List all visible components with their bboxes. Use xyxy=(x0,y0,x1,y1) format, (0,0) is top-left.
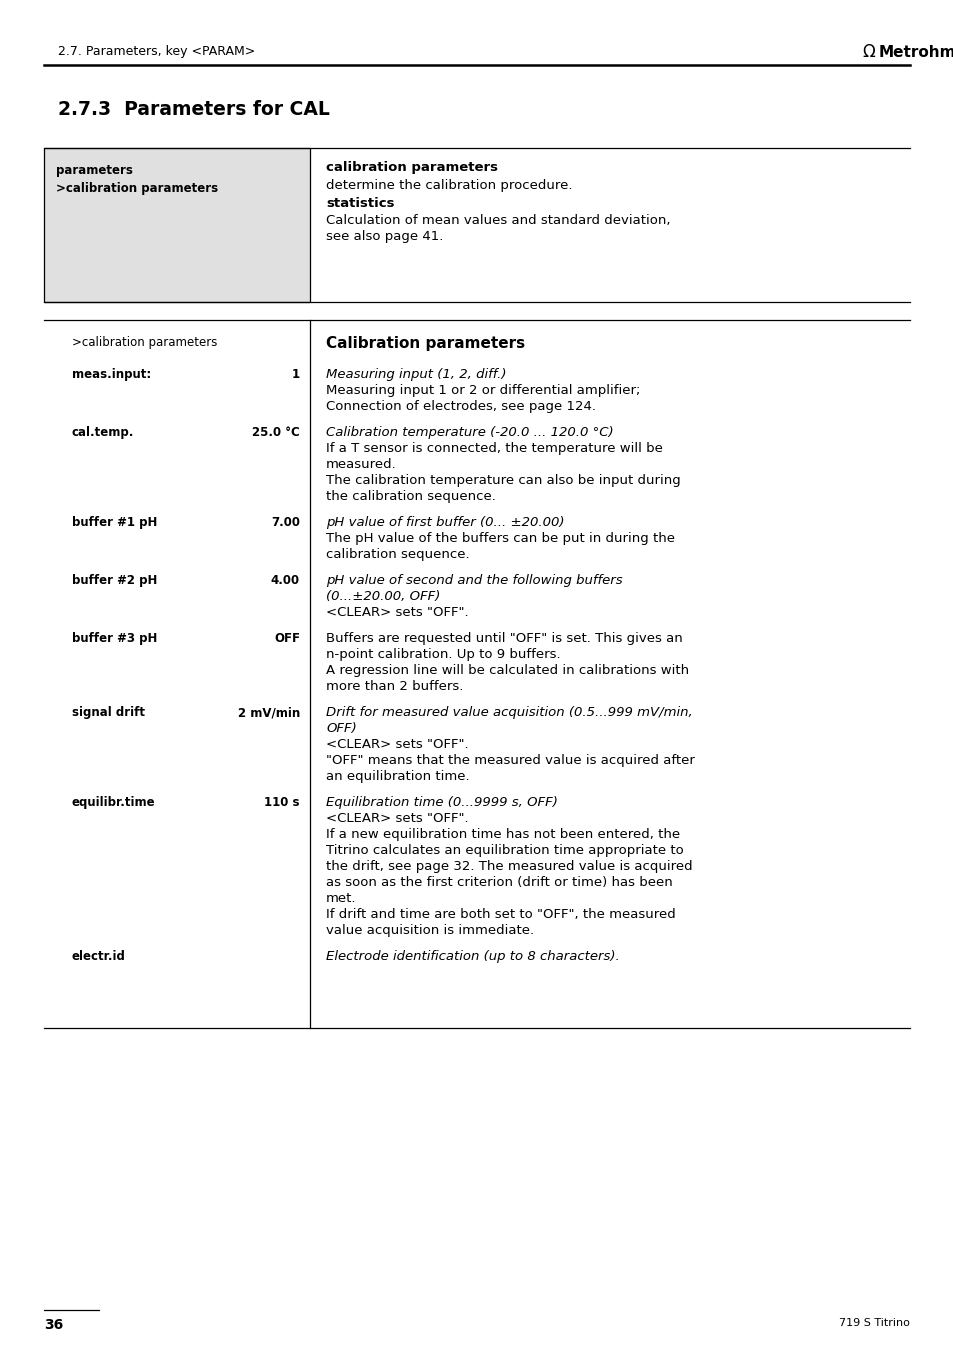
Text: "OFF" means that the measured value is acquired after: "OFF" means that the measured value is a… xyxy=(326,754,694,767)
Text: an equilibration time.: an equilibration time. xyxy=(326,770,469,784)
Text: 36: 36 xyxy=(44,1319,63,1332)
Text: If drift and time are both set to "OFF", the measured: If drift and time are both set to "OFF",… xyxy=(326,908,675,921)
Text: value acquisition is immediate.: value acquisition is immediate. xyxy=(326,924,534,938)
Text: 110 s: 110 s xyxy=(264,796,299,809)
Text: as soon as the first criterion (drift or time) has been: as soon as the first criterion (drift or… xyxy=(326,875,672,889)
Text: Drift for measured value acquisition (0.5...999 mV/min,: Drift for measured value acquisition (0.… xyxy=(326,707,692,719)
Text: >calibration parameters: >calibration parameters xyxy=(71,336,217,349)
Text: Calculation of mean values and standard deviation,: Calculation of mean values and standard … xyxy=(326,213,670,227)
Text: Equilibration time (0...9999 s, OFF): Equilibration time (0...9999 s, OFF) xyxy=(326,796,558,809)
Text: more than 2 buffers.: more than 2 buffers. xyxy=(326,680,463,693)
Text: cal.temp.: cal.temp. xyxy=(71,426,134,439)
Text: 25.0 °C: 25.0 °C xyxy=(252,426,299,439)
Text: buffer #1 pH: buffer #1 pH xyxy=(71,516,157,530)
Text: Ω: Ω xyxy=(862,43,874,61)
Text: parameters: parameters xyxy=(56,163,132,177)
Text: measured.: measured. xyxy=(326,458,396,471)
Text: Measuring input 1 or 2 or differential amplifier;: Measuring input 1 or 2 or differential a… xyxy=(326,384,639,397)
Bar xyxy=(44,149,310,303)
Text: n-point calibration. Up to 9 buffers.: n-point calibration. Up to 9 buffers. xyxy=(326,648,560,661)
Text: Electrode identification (up to 8 characters).: Electrode identification (up to 8 charac… xyxy=(326,950,619,963)
Text: Measuring input (1, 2, diff.): Measuring input (1, 2, diff.) xyxy=(326,367,506,381)
Text: equilibr.time: equilibr.time xyxy=(71,796,155,809)
Text: 4.00: 4.00 xyxy=(271,574,299,586)
Text: <CLEAR> sets "OFF".: <CLEAR> sets "OFF". xyxy=(326,812,468,825)
Text: If a T sensor is connected, the temperature will be: If a T sensor is connected, the temperat… xyxy=(326,442,662,455)
Text: see also page 41.: see also page 41. xyxy=(326,230,443,243)
Text: meas.input:: meas.input: xyxy=(71,367,152,381)
Text: The pH value of the buffers can be put in during the: The pH value of the buffers can be put i… xyxy=(326,532,675,544)
Text: buffer #3 pH: buffer #3 pH xyxy=(71,632,157,644)
Text: Connection of electrodes, see page 124.: Connection of electrodes, see page 124. xyxy=(326,400,596,413)
Text: electr.id: electr.id xyxy=(71,950,126,963)
Text: calibration sequence.: calibration sequence. xyxy=(326,549,469,561)
Text: <CLEAR> sets "OFF".: <CLEAR> sets "OFF". xyxy=(326,738,468,751)
Text: >calibration parameters: >calibration parameters xyxy=(56,182,218,195)
Text: OFF): OFF) xyxy=(326,721,356,735)
Text: :: : xyxy=(380,197,385,209)
Text: the calibration sequence.: the calibration sequence. xyxy=(326,490,496,503)
Text: The calibration temperature can also be input during: The calibration temperature can also be … xyxy=(326,474,680,486)
Text: <CLEAR> sets "OFF".: <CLEAR> sets "OFF". xyxy=(326,607,468,619)
Text: Buffers are requested until "OFF" is set. This gives an: Buffers are requested until "OFF" is set… xyxy=(326,632,682,644)
Text: statistics: statistics xyxy=(326,197,395,209)
Text: OFF: OFF xyxy=(274,632,299,644)
Text: determine the calibration procedure.: determine the calibration procedure. xyxy=(326,178,572,192)
Text: If a new equilibration time has not been entered, the: If a new equilibration time has not been… xyxy=(326,828,679,842)
Text: buffer #2 pH: buffer #2 pH xyxy=(71,574,157,586)
Text: 2 mV/min: 2 mV/min xyxy=(237,707,299,719)
Text: signal drift: signal drift xyxy=(71,707,145,719)
Text: pH value of second and the following buffers: pH value of second and the following buf… xyxy=(326,574,622,586)
Text: 7.00: 7.00 xyxy=(271,516,299,530)
Text: met.: met. xyxy=(326,892,356,905)
Text: A regression line will be calculated in calibrations with: A regression line will be calculated in … xyxy=(326,663,688,677)
Text: Calibration parameters: Calibration parameters xyxy=(326,336,524,351)
Text: (0...±20.00, OFF): (0...±20.00, OFF) xyxy=(326,590,440,603)
Text: Titrino calculates an equilibration time appropriate to: Titrino calculates an equilibration time… xyxy=(326,844,683,857)
Text: Metrohm: Metrohm xyxy=(878,45,953,59)
Text: pH value of first buffer (0... ±20.00): pH value of first buffer (0... ±20.00) xyxy=(326,516,564,530)
Text: 719 S Titrino: 719 S Titrino xyxy=(839,1319,909,1328)
Text: the drift, see page 32. The measured value is acquired: the drift, see page 32. The measured val… xyxy=(326,861,692,873)
Text: calibration parameters: calibration parameters xyxy=(326,161,497,174)
Text: Calibration temperature (-20.0 ... 120.0 °C): Calibration temperature (-20.0 ... 120.0… xyxy=(326,426,613,439)
Text: 2.7. Parameters, key <PARAM>: 2.7. Parameters, key <PARAM> xyxy=(58,45,255,58)
Text: 2.7.3  Parameters for CAL: 2.7.3 Parameters for CAL xyxy=(58,100,330,119)
Text: 1: 1 xyxy=(292,367,299,381)
